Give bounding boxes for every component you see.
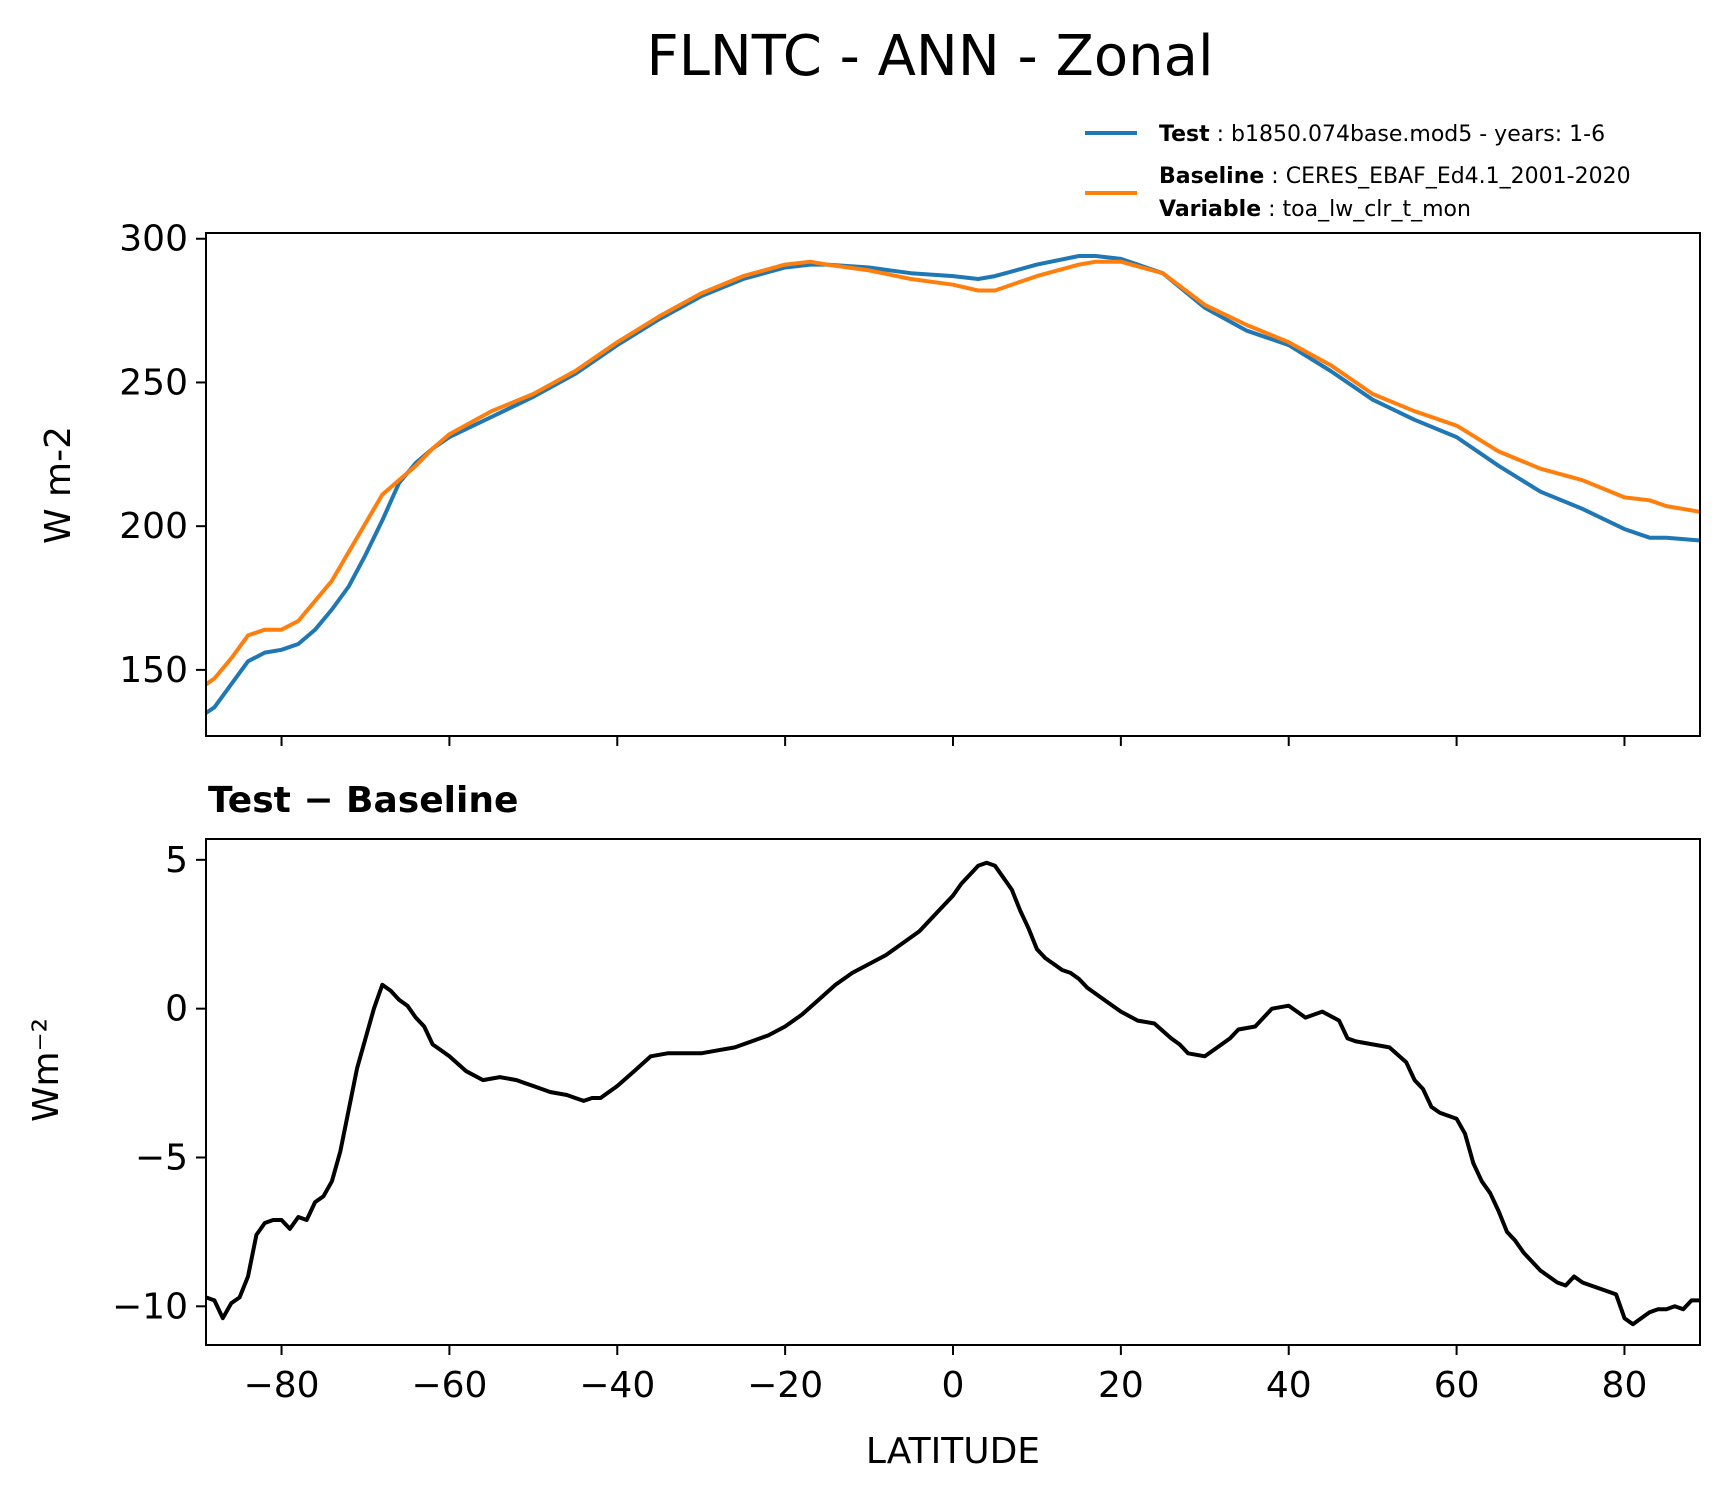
top-ytick-label: 250 xyxy=(119,362,188,403)
bottom-xtick-label: 0 xyxy=(942,1365,965,1406)
legend-variable-key: Variable xyxy=(1159,197,1261,222)
top-plot-frame xyxy=(205,232,1701,737)
bottom-subtitle: Test − Baseline xyxy=(208,780,518,821)
legend-baseline-entry: Baseline : CERES_EBAF_Ed4.1_2001-2020 xyxy=(1159,164,1631,189)
bottom-series-line-0 xyxy=(205,860,1700,1327)
top-panel: 150 200 250 300 W m-2 xyxy=(38,219,1701,746)
bottom-xtick-label: −80 xyxy=(244,1365,320,1406)
bottom-plot-frame xyxy=(205,838,1701,1346)
bottom-ytick-label: 5 xyxy=(165,840,188,881)
legend-test-entry: Test : b1850.074base.mod5 - years: 1-6 xyxy=(1159,122,1605,147)
top-series-line-0 xyxy=(204,254,1701,715)
top-ylabel: W m-2 xyxy=(38,426,79,544)
top-ytick-label: 300 xyxy=(119,219,188,260)
legend-variable-value: toa_lw_clr_t_mon xyxy=(1283,197,1471,222)
legend-variable-entry: Variable : toa_lw_clr_t_mon xyxy=(1159,197,1471,222)
legend-baseline-value: CERES_EBAF_Ed4.1_2001-2020 xyxy=(1286,164,1631,189)
legend-test-value: b1850.074base.mod5 - years: 1-6 xyxy=(1231,122,1605,147)
bottom-ytick-label: 0 xyxy=(165,989,188,1030)
bottom-xtick-label: −60 xyxy=(411,1365,487,1406)
bottom-xtick-label: 80 xyxy=(1602,1365,1648,1406)
bottom-xtick-label: 60 xyxy=(1434,1365,1480,1406)
legend: Test : b1850.074base.mod5 - years: 1-6 B… xyxy=(1085,122,1631,222)
bottom-xtick-label: 40 xyxy=(1266,1365,1312,1406)
top-ytick-label: 150 xyxy=(119,650,188,691)
bottom-xtick-label: −20 xyxy=(747,1365,823,1406)
bottom-panel: Test − Baseline −10 −5 0 5 −80 −60 −40 −20 0 20 40… xyxy=(26,780,1701,1472)
top-series-line-1 xyxy=(204,259,1701,686)
bottom-ytick-label: −10 xyxy=(112,1286,188,1327)
top-tick-marks: 150 200 250 300 xyxy=(119,219,1626,746)
figure-title: FLNTC - ANN - Zonal xyxy=(646,24,1213,89)
bottom-tick-marks: −10 −5 0 5 −80 −60 −40 −20 0 20 40 60 80 xyxy=(112,840,1647,1406)
bottom-xtick-label: 20 xyxy=(1098,1365,1144,1406)
legend-baseline-key: Baseline xyxy=(1159,164,1264,189)
bottom-xtick-label: −40 xyxy=(579,1365,655,1406)
top-ytick-label: 200 xyxy=(119,506,188,547)
bottom-ytick-label: −5 xyxy=(135,1137,188,1178)
bottom-ylabel: Wm⁻² xyxy=(26,1018,67,1122)
top-series-lines xyxy=(204,254,1701,715)
legend-test-key: Test xyxy=(1159,122,1210,147)
bottom-xlabel: LATITUDE xyxy=(866,1431,1040,1472)
bottom-series-lines xyxy=(205,860,1700,1327)
